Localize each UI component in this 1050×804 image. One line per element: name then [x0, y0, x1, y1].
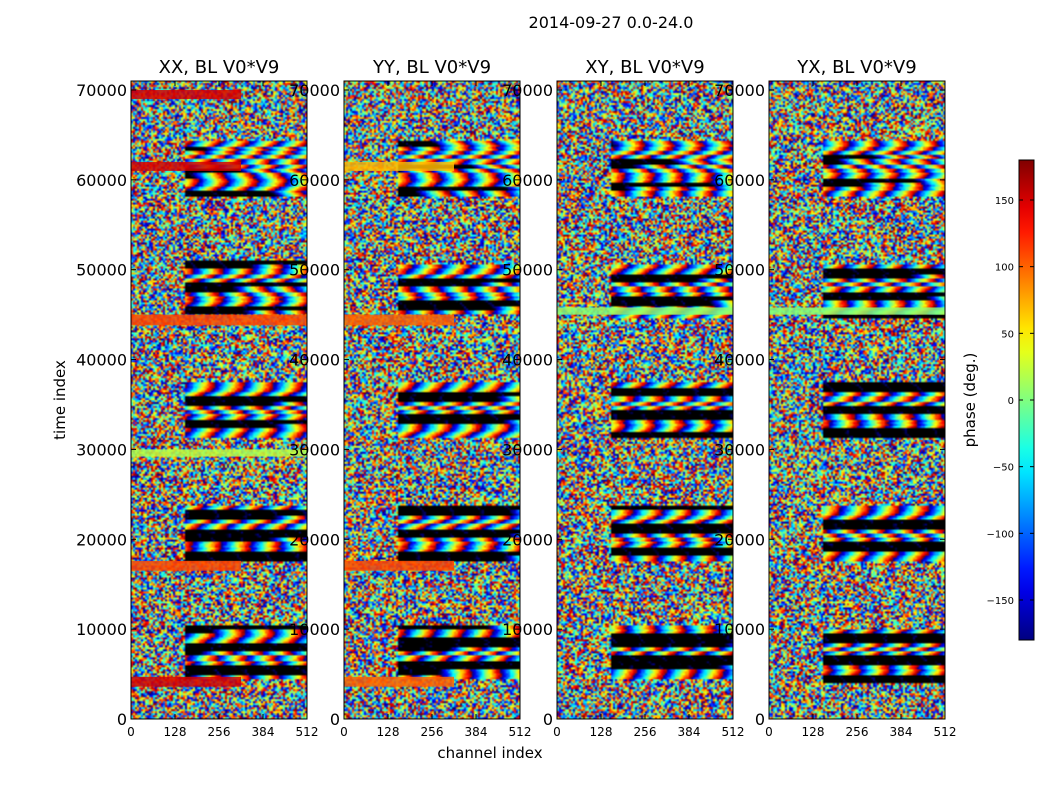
colorbar: −150 −100 −50 0 50 100 150: [987, 159, 1035, 641]
y-tick-label: 20000: [76, 530, 127, 549]
panel-title: XX, BL V0*V9: [159, 57, 280, 78]
x-tick-label: 0: [765, 725, 773, 739]
x-tick-label: 512: [934, 725, 957, 739]
phase-band: [344, 560, 454, 571]
colorbar-tick-label: −150: [987, 596, 1014, 607]
x-tick-label: 384: [678, 725, 701, 739]
y-tick-label: 20000: [289, 530, 340, 549]
y-tick-label: 30000: [502, 440, 553, 459]
y-tick-label: 60000: [289, 171, 340, 190]
y-tick-label: 10000: [76, 620, 127, 639]
x-tick-label: 0: [127, 725, 135, 739]
x-tick-label: 384: [252, 725, 275, 739]
heatmap-texture: [131, 81, 307, 719]
y-tick-label: 70000: [289, 81, 340, 100]
y-tick-label: 10000: [714, 620, 765, 639]
phase-band: [131, 560, 241, 571]
x-tick-label: 0: [553, 725, 561, 739]
y-tick-label: 50000: [502, 261, 553, 280]
y-tick-label: 20000: [502, 530, 553, 549]
y-tick-label: 60000: [714, 171, 765, 190]
x-tick-label: 256: [634, 725, 657, 739]
x-axis-label: channel index: [437, 744, 542, 762]
colorbar-tick-label: 150: [995, 196, 1014, 207]
phase-band: [131, 449, 307, 457]
y-tick-label: 30000: [289, 440, 340, 459]
x-tick-label: 512: [722, 725, 745, 739]
y-tick-label: 30000: [714, 440, 765, 459]
x-tick-label: 256: [846, 725, 869, 739]
x-tick-label: 256: [208, 725, 231, 739]
colorbar-tick-label: −100: [987, 529, 1014, 540]
phase-band: [344, 314, 454, 326]
y-tick-label: 50000: [714, 261, 765, 280]
y-tick-label: 0: [543, 710, 553, 729]
x-tick-label: 128: [164, 725, 187, 739]
heatmap-texture: [557, 81, 733, 719]
y-tick-label: 70000: [502, 81, 553, 100]
y-tick-label: 40000: [714, 351, 765, 370]
y-tick-label: 70000: [76, 81, 127, 100]
panel-title: YX, BL V0*V9: [796, 57, 916, 78]
panels-group: XX, BL V0*V9 0 128 256 384 512 0 10000 20000 3000…: [76, 57, 956, 739]
y-tick-label: 50000: [76, 261, 127, 280]
y-tick-label: 70000: [714, 81, 765, 100]
y-tick-label: 40000: [76, 351, 127, 370]
y-tick-label: 40000: [502, 351, 553, 370]
y-tick-label: 0: [330, 710, 340, 729]
x-tick-label: 128: [802, 725, 825, 739]
phase-band: [344, 161, 454, 171]
colorbar-tick-label: 0: [1008, 396, 1014, 407]
y-tick-label: 10000: [289, 620, 340, 639]
panel-0: XX, BL V0*V9 0 128 256 384 512 0 10000 20000 3000…: [76, 57, 318, 739]
colorbar-tick-label: 100: [995, 263, 1014, 274]
panel-title: XY, BL V0*V9: [585, 57, 704, 78]
panel-3: YX, BL V0*V9 0 128 256 384 512 0 10000 20000 3000…: [714, 57, 956, 739]
phase-band: [344, 676, 454, 687]
y-tick-label: 30000: [76, 440, 127, 459]
heatmap-texture: [344, 81, 520, 719]
x-tick-label: 512: [509, 725, 532, 739]
y-tick-label: 60000: [76, 171, 127, 190]
colorbar-label: phase (deg.): [961, 353, 979, 448]
x-tick-label: 512: [296, 725, 319, 739]
x-tick-label: 128: [590, 725, 613, 739]
y-tick-label: 0: [117, 710, 127, 729]
panel-1: YY, BL V0*V9 0 128 256 384 512 0 10000 20000 3000…: [289, 57, 531, 739]
x-tick-label: 128: [377, 725, 400, 739]
x-tick-label: 384: [465, 725, 488, 739]
phase-band: [131, 314, 307, 326]
y-tick-label: 10000: [502, 620, 553, 639]
phase-band: [131, 676, 241, 687]
phase-band: [131, 89, 241, 99]
y-tick-label: 60000: [502, 171, 553, 190]
x-tick-label: 256: [421, 725, 444, 739]
y-tick-label: 0: [755, 710, 765, 729]
phase-band: [769, 307, 945, 315]
x-tick-label: 384: [890, 725, 913, 739]
phase-band: [557, 307, 733, 315]
panel-2: XY, BL V0*V9 0 128 256 384 512 0 10000 20000 3000…: [502, 57, 744, 739]
figure-suptitle: 2014-09-27 0.0-24.0: [529, 13, 694, 32]
colorbar-tick-label: −50: [993, 463, 1014, 474]
colorbar-tick-label: 50: [1001, 329, 1014, 340]
y-tick-label: 50000: [289, 261, 340, 280]
y-axis-label: time index: [51, 360, 69, 440]
y-tick-label: 20000: [714, 530, 765, 549]
phase-band: [131, 161, 241, 171]
heatmap-texture: [769, 81, 945, 719]
y-tick-label: 40000: [289, 351, 340, 370]
x-tick-label: 0: [340, 725, 348, 739]
panel-title: YY, BL V0*V9: [372, 57, 491, 78]
